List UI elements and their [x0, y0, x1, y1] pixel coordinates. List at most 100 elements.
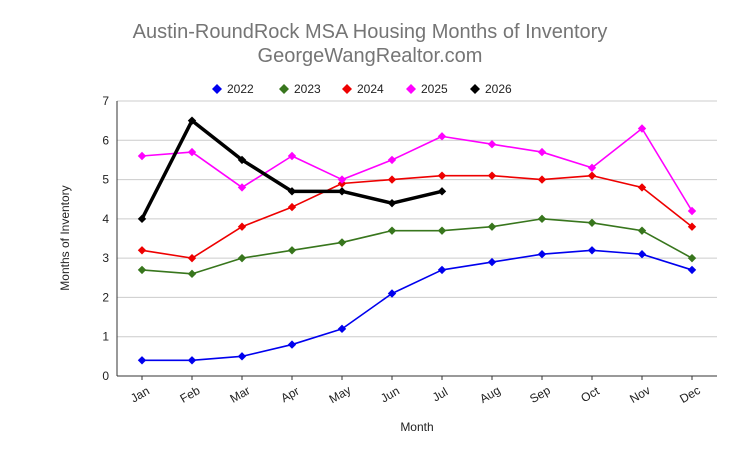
data-point-2024-oct: [587, 171, 597, 180]
data-point-2024-nov: [637, 183, 647, 192]
data-point-2023-mar: [237, 253, 247, 263]
data-point-2025-oct: [587, 163, 597, 172]
data-point-2023-jun: [387, 226, 397, 235]
y-tick-label-6: 6: [102, 133, 109, 147]
series-2022: [137, 246, 697, 365]
y-tick-label-7: 7: [102, 94, 109, 108]
legend-item-2022: 2022: [212, 82, 254, 96]
x-tick-label-oct: Oct: [578, 383, 602, 405]
data-point-2023-may: [337, 238, 347, 247]
y-axis-title: Months of Inventory: [58, 185, 72, 290]
data-point-2022-jan: [137, 356, 147, 365]
legend-label-2024: 2024: [357, 82, 384, 96]
y-tick-label-4: 4: [102, 212, 109, 226]
data-point-2023-nov: [637, 226, 647, 235]
legend-item-2023: 2023: [279, 82, 321, 96]
legend-label-2022: 2022: [227, 82, 254, 96]
y-tick-label-2: 2: [102, 290, 109, 304]
legend-item-2026: 2026: [470, 82, 512, 96]
series-2026: [137, 116, 447, 224]
data-point-2024-aug: [487, 171, 497, 180]
legend-item-2025: 2025: [406, 82, 448, 96]
y-tick-label-3: 3: [102, 251, 109, 265]
data-point-2025-mar: [237, 183, 247, 192]
x-tick-label-jun: Jun: [378, 384, 402, 406]
data-point-2022-jul: [437, 265, 447, 275]
data-point-2025-feb: [187, 147, 197, 157]
x-tick-label-jan: Jan: [128, 384, 152, 406]
data-point-2025-jul: [437, 132, 447, 141]
data-point-2023-apr: [287, 246, 297, 255]
data-point-2026-jun: [387, 198, 397, 208]
data-point-2023-feb: [187, 269, 197, 279]
data-point-2026-feb: [187, 116, 197, 125]
x-tick-label-sep: Sep: [527, 383, 553, 406]
data-point-2026-may: [337, 187, 347, 196]
x-tick-label-dec: Dec: [677, 383, 702, 406]
series-line-2023: [141, 218, 693, 275]
data-point-2026-jul: [437, 187, 447, 196]
data-point-2022-apr: [287, 340, 297, 349]
series-line-2022: [142, 249, 693, 362]
data-point-2022-feb: [187, 356, 197, 365]
x-tick-label-nov: Nov: [627, 383, 652, 406]
x-tick-label-jul: Jul: [430, 385, 450, 405]
data-point-2024-sep: [537, 175, 547, 184]
data-point-2023-sep: [537, 214, 547, 224]
series-2023: [137, 214, 697, 279]
data-point-2022-mar: [237, 352, 247, 361]
data-point-2024-dec: [687, 222, 697, 231]
data-point-2025-dec: [687, 206, 697, 216]
legend-marker-2024: [342, 84, 352, 94]
legend-marker-2026: [470, 84, 480, 94]
legend-label-2023: 2023: [294, 82, 321, 96]
data-point-2025-apr: [287, 151, 297, 161]
data-point-2022-aug: [487, 257, 497, 267]
legend-marker-2025: [406, 84, 416, 94]
data-point-2025-jan: [137, 151, 147, 161]
x-axis-title: Month: [400, 420, 433, 434]
series-layer: [137, 116, 697, 365]
x-tick-label-mar: Mar: [228, 383, 253, 405]
data-point-2023-oct: [587, 218, 597, 227]
legend-marker-2023: [279, 84, 289, 94]
x-tick-label-aug: Aug: [477, 383, 502, 406]
legend-label-2025: 2025: [421, 82, 448, 96]
data-point-2026-apr: [287, 187, 297, 196]
series-line-2024: [141, 174, 693, 259]
data-point-2023-jan: [137, 265, 147, 275]
series-line-2025: [141, 127, 693, 212]
series-2024: [137, 171, 697, 263]
data-point-2022-sep: [537, 250, 547, 259]
y-tick-label-1: 1: [102, 330, 109, 344]
data-point-2025-sep: [537, 147, 547, 157]
gridlines: [117, 100, 717, 338]
data-point-2026-mar: [237, 155, 247, 165]
data-point-2025-aug: [487, 140, 497, 149]
data-point-2024-jan: [137, 246, 147, 255]
data-point-2024-feb: [187, 253, 197, 263]
y-tick-label-0: 0: [102, 369, 109, 383]
chart-subtitle: GeorgeWangRealtor.com: [258, 45, 483, 67]
data-point-2023-jul: [437, 226, 447, 235]
data-point-2022-nov: [637, 250, 647, 259]
data-point-2022-dec: [687, 265, 697, 275]
y-tick-label-5: 5: [102, 173, 109, 187]
chart-title: Austin-RoundRock MSA Housing Months of I…: [133, 21, 608, 43]
data-point-2023-aug: [487, 222, 497, 231]
data-point-2022-oct: [587, 246, 597, 255]
legend-item-2024: 2024: [342, 82, 384, 96]
data-point-2026-jan: [137, 214, 147, 224]
data-point-2024-jul: [437, 171, 447, 180]
data-point-2024-apr: [287, 202, 297, 212]
legend-marker-2022: [212, 84, 222, 94]
data-point-2024-jun: [387, 175, 397, 184]
x-tick-label-may: May: [327, 383, 354, 406]
x-tick-label-apr: Apr: [278, 384, 301, 405]
data-point-2022-jun: [387, 289, 397, 298]
data-point-2025-may: [337, 175, 347, 184]
data-point-2023-dec: [687, 253, 697, 263]
data-point-2025-jun: [387, 155, 397, 165]
data-point-2025-nov: [637, 124, 647, 133]
legend-label-2026: 2026: [485, 82, 512, 96]
